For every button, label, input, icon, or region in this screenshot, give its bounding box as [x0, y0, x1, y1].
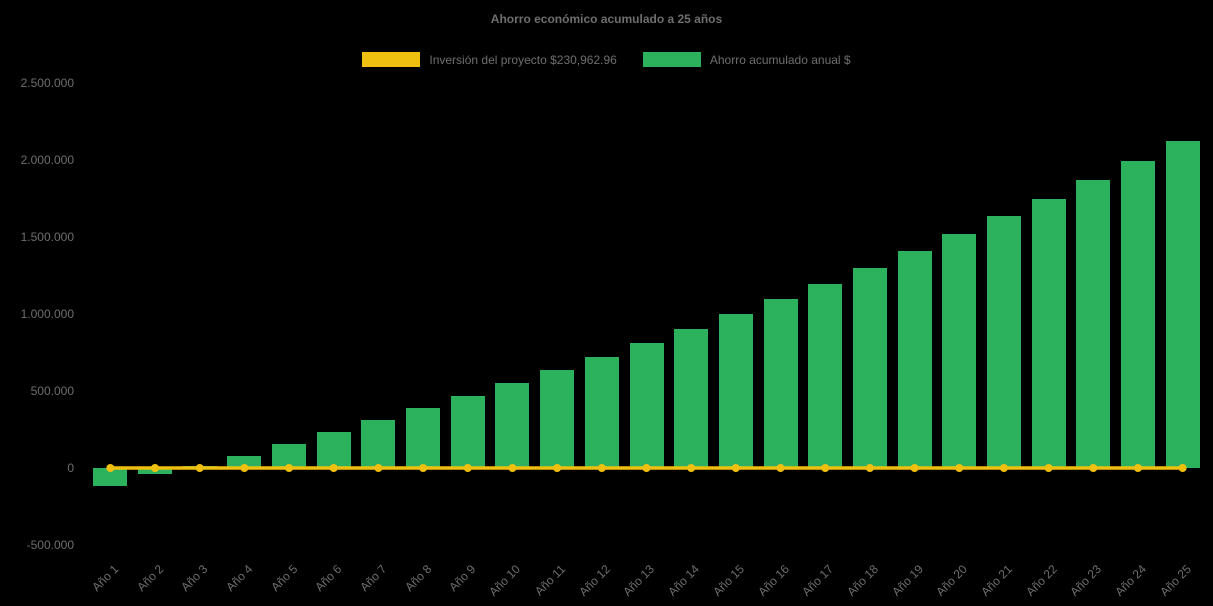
legend-swatch-savings — [642, 52, 701, 67]
y-axis-tick-label: 1.000.000 — [20, 307, 74, 321]
savings-bar[interactable] — [629, 343, 664, 468]
savings-bar[interactable] — [495, 383, 530, 468]
savings-bar[interactable] — [1076, 180, 1111, 468]
chart-title: Ahorro económico acumulado a 25 años — [490, 12, 723, 26]
x-axis-tick-label: Año 9 — [446, 562, 479, 595]
savings-bar[interactable] — [272, 444, 307, 468]
x-axis-tick-label: Año 5 — [267, 562, 301, 595]
savings-bar[interactable] — [406, 407, 441, 468]
y-axis-tick-label: 1.500.000 — [20, 230, 74, 244]
x-axis-tick-label: Año 1 — [89, 562, 122, 595]
x-axis-tick-label: Año 4 — [223, 562, 256, 595]
savings-bar[interactable] — [182, 465, 217, 468]
savings-bar[interactable] — [1031, 198, 1066, 468]
x-axis-tick-label: Año 22 — [1022, 562, 1060, 599]
x-axis-tick-label: Año 10 — [486, 562, 524, 599]
savings-bar[interactable] — [93, 468, 128, 487]
x-axis-tick-label: Año 8 — [401, 562, 435, 595]
savings-bar[interactable] — [1165, 140, 1200, 468]
savings-bar[interactable] — [540, 370, 575, 468]
savings-bar[interactable] — [450, 395, 485, 468]
savings-bar[interactable] — [897, 250, 932, 468]
x-axis-tick-label: Año 12 — [575, 562, 613, 599]
legend-item-savings[interactable]: Ahorro acumulado anual $ — [642, 52, 851, 67]
savings-bar[interactable] — [584, 357, 619, 468]
x-axis-tick-label: Año 11 — [531, 562, 569, 599]
x-axis-tick-label: Año 2 — [133, 562, 166, 595]
x-axis-tick-label: Año 19 — [888, 562, 926, 599]
y-axis-tick-label: -500.000 — [26, 538, 74, 552]
chart-legend: Inversión del proyecto $230,962.96 Ahorr… — [0, 52, 1213, 67]
x-axis-tick-label: Año 7 — [357, 562, 390, 595]
x-axis-tick-label: Año 6 — [312, 562, 345, 595]
legend-label-investment: Inversión del proyecto $230,962.96 — [429, 52, 617, 67]
savings-bar[interactable] — [718, 314, 753, 468]
x-axis-tick-label: Año 20 — [933, 562, 971, 599]
x-axis-tick-label: Año 23 — [1067, 562, 1105, 599]
x-axis-tick-label: Año 3 — [178, 562, 211, 595]
savings-bar[interactable] — [361, 420, 396, 468]
x-axis-tick-label: Año 16 — [754, 562, 792, 599]
x-axis-tick-label: Año 15 — [710, 562, 747, 599]
x-axis-tick-label: Año 25 — [1156, 562, 1194, 599]
legend-swatch-investment — [362, 52, 421, 67]
savings-bar[interactable] — [986, 216, 1021, 468]
x-axis-tick-label: Año 17 — [799, 562, 837, 599]
savings-bar[interactable] — [674, 329, 709, 468]
savings-bar[interactable] — [763, 299, 798, 468]
y-axis-tick-label: 0 — [67, 461, 74, 475]
y-axis-tick-label: 2.500.000 — [20, 76, 74, 90]
y-axis-tick-label: 500.000 — [30, 384, 74, 398]
x-axis-tick-label: Año 13 — [620, 562, 658, 599]
savings-bar[interactable] — [942, 233, 977, 468]
savings-bar[interactable] — [316, 431, 351, 468]
legend-label-savings: Ahorro acumulado anual $ — [709, 52, 851, 67]
legend-item-investment[interactable]: Inversión del proyecto $230,962.96 — [362, 52, 617, 67]
x-axis-tick-label: Año 24 — [1112, 562, 1149, 599]
savings-bar[interactable] — [138, 468, 173, 475]
savings-bar[interactable] — [852, 267, 887, 468]
savings-bar[interactable] — [227, 455, 262, 468]
y-axis-tick-label: 2.000.000 — [20, 153, 74, 167]
savings-bar[interactable] — [1120, 160, 1155, 468]
savings-bar[interactable] — [808, 283, 843, 468]
x-axis-tick-label: Año 18 — [844, 562, 881, 599]
x-axis-tick-label: Año 14 — [665, 562, 703, 599]
x-axis-tick-label: Año 21 — [978, 562, 1015, 599]
